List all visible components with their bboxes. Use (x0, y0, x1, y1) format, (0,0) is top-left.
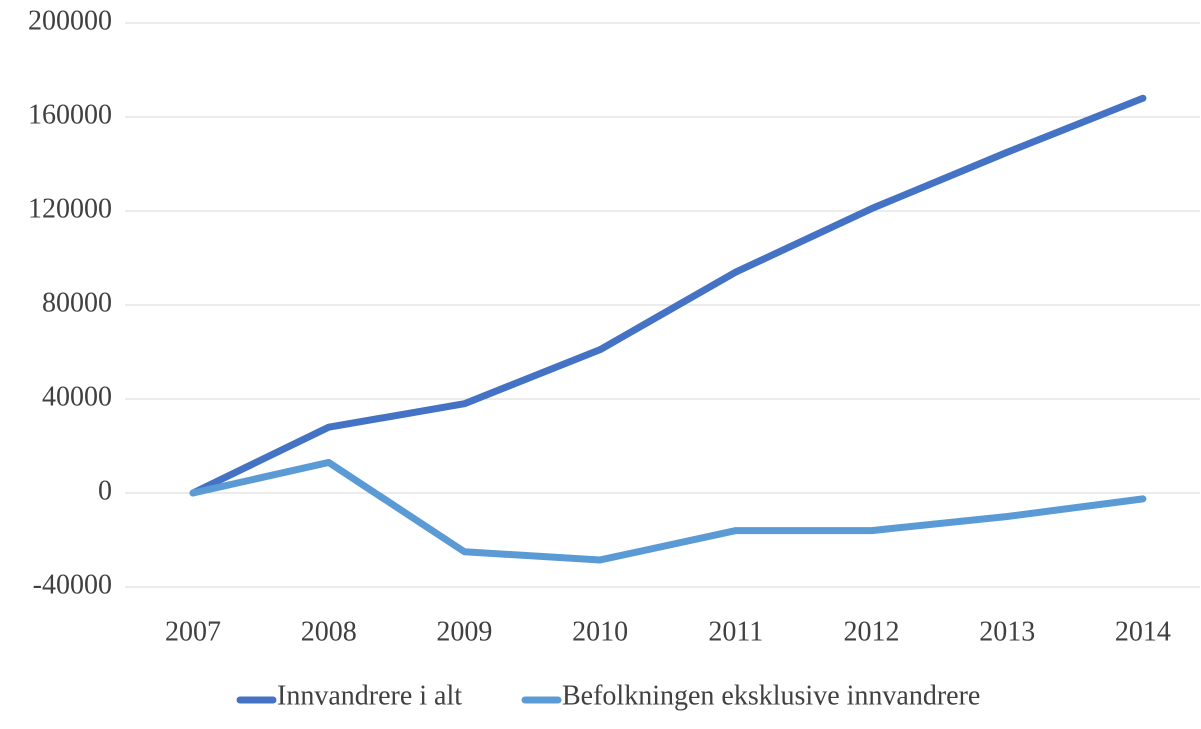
x-tick-label: 2010 (572, 616, 628, 647)
y-tick-label: 40000 (42, 381, 112, 412)
series-line (189, 94, 1147, 497)
x-tick-label: 2014 (1115, 616, 1171, 647)
x-tick-label: 2013 (979, 616, 1035, 647)
legend-label: Befolkningen eksklusive innvandrere (562, 680, 980, 711)
legend-label: Innvandrere i alt (277, 680, 462, 711)
x-tick-label: 2008 (301, 616, 357, 647)
y-tick-label: 0 (98, 475, 112, 506)
y-tick-label: 200000 (28, 5, 112, 36)
x-tick-label: 2009 (436, 616, 492, 647)
y-tick-label: 80000 (42, 287, 112, 318)
y-tick-label: 160000 (28, 99, 112, 130)
x-tick-label: 2011 (708, 616, 763, 647)
x-tick-label: 2007 (165, 616, 221, 647)
x-tick-label: 2012 (844, 616, 900, 647)
series-line (189, 458, 1147, 564)
y-tick-label: 120000 (28, 193, 112, 224)
y-tick-label: -40000 (33, 569, 112, 600)
